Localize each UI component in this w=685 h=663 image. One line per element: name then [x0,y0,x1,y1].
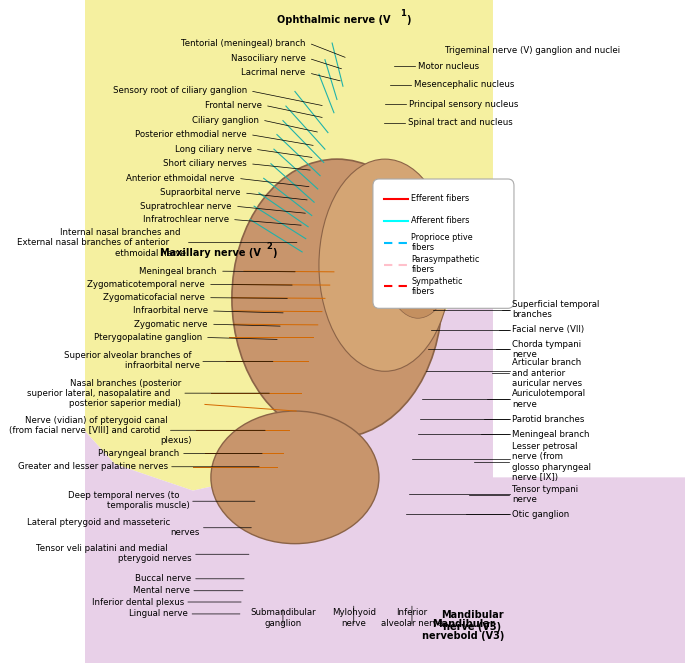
Text: 2: 2 [266,242,272,251]
Text: Zygomaticofacial nerve: Zygomaticofacial nerve [103,293,205,302]
Text: Nasal branches (posterior: Nasal branches (posterior [70,379,181,388]
Text: Meningeal branch: Meningeal branch [512,430,590,439]
Text: Nasociliary nerve: Nasociliary nerve [231,54,306,63]
Text: Pterygopalatine ganglion: Pterygopalatine ganglion [94,333,202,342]
Text: Buccal nerve: Buccal nerve [136,574,192,583]
Polygon shape [85,0,493,491]
Text: Inferior dental plexus: Inferior dental plexus [92,597,184,607]
Text: Chorda tympani
nerve: Chorda tympani nerve [512,339,582,359]
Text: Mylohyoid
nerve: Mylohyoid nerve [332,608,376,628]
Text: Tensor veli palatini and medial: Tensor veli palatini and medial [36,544,168,554]
Text: Pharyngeal branch: Pharyngeal branch [99,449,179,458]
Text: Tentorial (meningeal) branch: Tentorial (meningeal) branch [182,38,306,48]
Text: posterior saperior medial): posterior saperior medial) [69,398,181,408]
FancyBboxPatch shape [373,179,514,308]
Text: Long ciliary nerve: Long ciliary nerve [175,145,251,154]
Text: Facial nerve (VII): Facial nerve (VII) [512,325,584,334]
Text: External nasal branches of anterior: External nasal branches of anterior [16,238,169,247]
Ellipse shape [211,411,379,544]
Text: Zygomaticotemporal nerve: Zygomaticotemporal nerve [87,280,205,289]
Text: Maxillary nerve (V: Maxillary nerve (V [160,248,262,259]
Ellipse shape [232,159,442,438]
Text: Anterior ethmoidal nerve: Anterior ethmoidal nerve [127,174,235,183]
Text: temporalis muscle): temporalis muscle) [107,501,190,511]
Ellipse shape [382,186,454,318]
Text: Auriculotemporal
nerve: Auriculotemporal nerve [512,389,586,409]
Text: Infraorbital nerve: Infraorbital nerve [133,306,208,316]
Text: Sensory root of ciliary ganglion: Sensory root of ciliary ganglion [112,86,247,95]
Text: Principal sensory nucleus: Principal sensory nucleus [409,99,519,109]
Text: Lesser petrosal
nerve (from
glosso pharyngeal
nerve [IX]): Lesser petrosal nerve (from glosso phary… [512,442,591,482]
Text: Inferior
alveolar nerve: Inferior alveolar nerve [381,608,443,628]
Text: Articular branch
and anterior
auricular nerves: Articular branch and anterior auricular … [512,359,582,388]
Text: Short ciliary nerves: Short ciliary nerves [163,159,247,168]
Text: pterygoid nerves: pterygoid nerves [118,554,192,564]
Text: Parotid branches: Parotid branches [512,414,584,424]
Ellipse shape [319,159,451,371]
Text: Nerve (vidian) of pterygoid canal: Nerve (vidian) of pterygoid canal [25,416,168,425]
Text: Supratrochlear nerve: Supratrochlear nerve [140,202,232,211]
Text: nerves: nerves [171,528,200,537]
Text: ethmoidal nerve: ethmoidal nerve [114,249,186,258]
Text: (from facial nerve [VIII] and carotid: (from facial nerve [VIII] and carotid [9,426,160,435]
Text: Lingual nerve: Lingual nerve [129,609,188,619]
Text: Superficial temporal
branches: Superficial temporal branches [512,300,599,320]
Text: Ciliary ganglion: Ciliary ganglion [192,115,259,125]
Text: Tensor tympani
nerve: Tensor tympani nerve [512,485,578,505]
Text: Lateral pterygoid and masseteric: Lateral pterygoid and masseteric [27,518,170,527]
Text: Submandibular
ganglion: Submandibular ganglion [250,608,316,628]
Polygon shape [85,252,685,663]
Text: Motor nucleus: Motor nucleus [418,62,479,71]
Text: Supraorbital nerve: Supraorbital nerve [160,188,241,198]
Text: ): ) [272,248,277,259]
Text: plexus): plexus) [160,436,192,445]
Text: Superior alveolar branches of: Superior alveolar branches of [64,351,192,360]
Text: Parasympathetic
fibers: Parasympathetic fibers [412,255,480,274]
Text: Mandibular
nervebold (V3): Mandibular nervebold (V3) [422,619,504,641]
Text: Greater and lesser palatine nerves: Greater and lesser palatine nerves [18,462,168,471]
Text: Mandibular
nerve (V3): Mandibular nerve (V3) [440,611,503,632]
Polygon shape [493,0,685,477]
Text: Sympathetic
fibers: Sympathetic fibers [412,277,463,296]
Text: Mesencephalic nucleus: Mesencephalic nucleus [414,80,514,90]
Text: ): ) [406,15,410,25]
Text: infraorbital nerve: infraorbital nerve [125,361,200,370]
Text: Proprioce ptive
fibers: Proprioce ptive fibers [412,233,473,252]
Text: Frontal nerve: Frontal nerve [205,101,262,110]
Text: Posterior ethmodial nerve: Posterior ethmodial nerve [135,130,247,139]
Text: superior lateral, nasopalatire and: superior lateral, nasopalatire and [27,389,170,398]
Text: Internal nasal branches and: Internal nasal branches and [60,227,181,237]
Text: Deep temporal nerves (to: Deep temporal nerves (to [68,491,179,501]
Text: Spinal tract and nucleus: Spinal tract and nucleus [408,118,512,127]
Text: Mental nerve: Mental nerve [133,586,190,595]
Text: Meningeal branch: Meningeal branch [140,267,217,276]
Text: Trigeminal nerve (V) ganglion and nuclei: Trigeminal nerve (V) ganglion and nuclei [445,46,620,55]
Text: 1: 1 [400,9,406,18]
Text: Afferent fibers: Afferent fibers [412,216,470,225]
Text: Efferent fibers: Efferent fibers [412,194,469,204]
Text: Otic ganglion: Otic ganglion [512,510,569,519]
Text: Infratrochlear nerve: Infratrochlear nerve [142,215,229,224]
Text: Zygomatic nerve: Zygomatic nerve [134,320,208,329]
Text: Lacrimal nerve: Lacrimal nerve [242,68,306,78]
Text: Ophthalmic nerve (V: Ophthalmic nerve (V [277,15,390,25]
